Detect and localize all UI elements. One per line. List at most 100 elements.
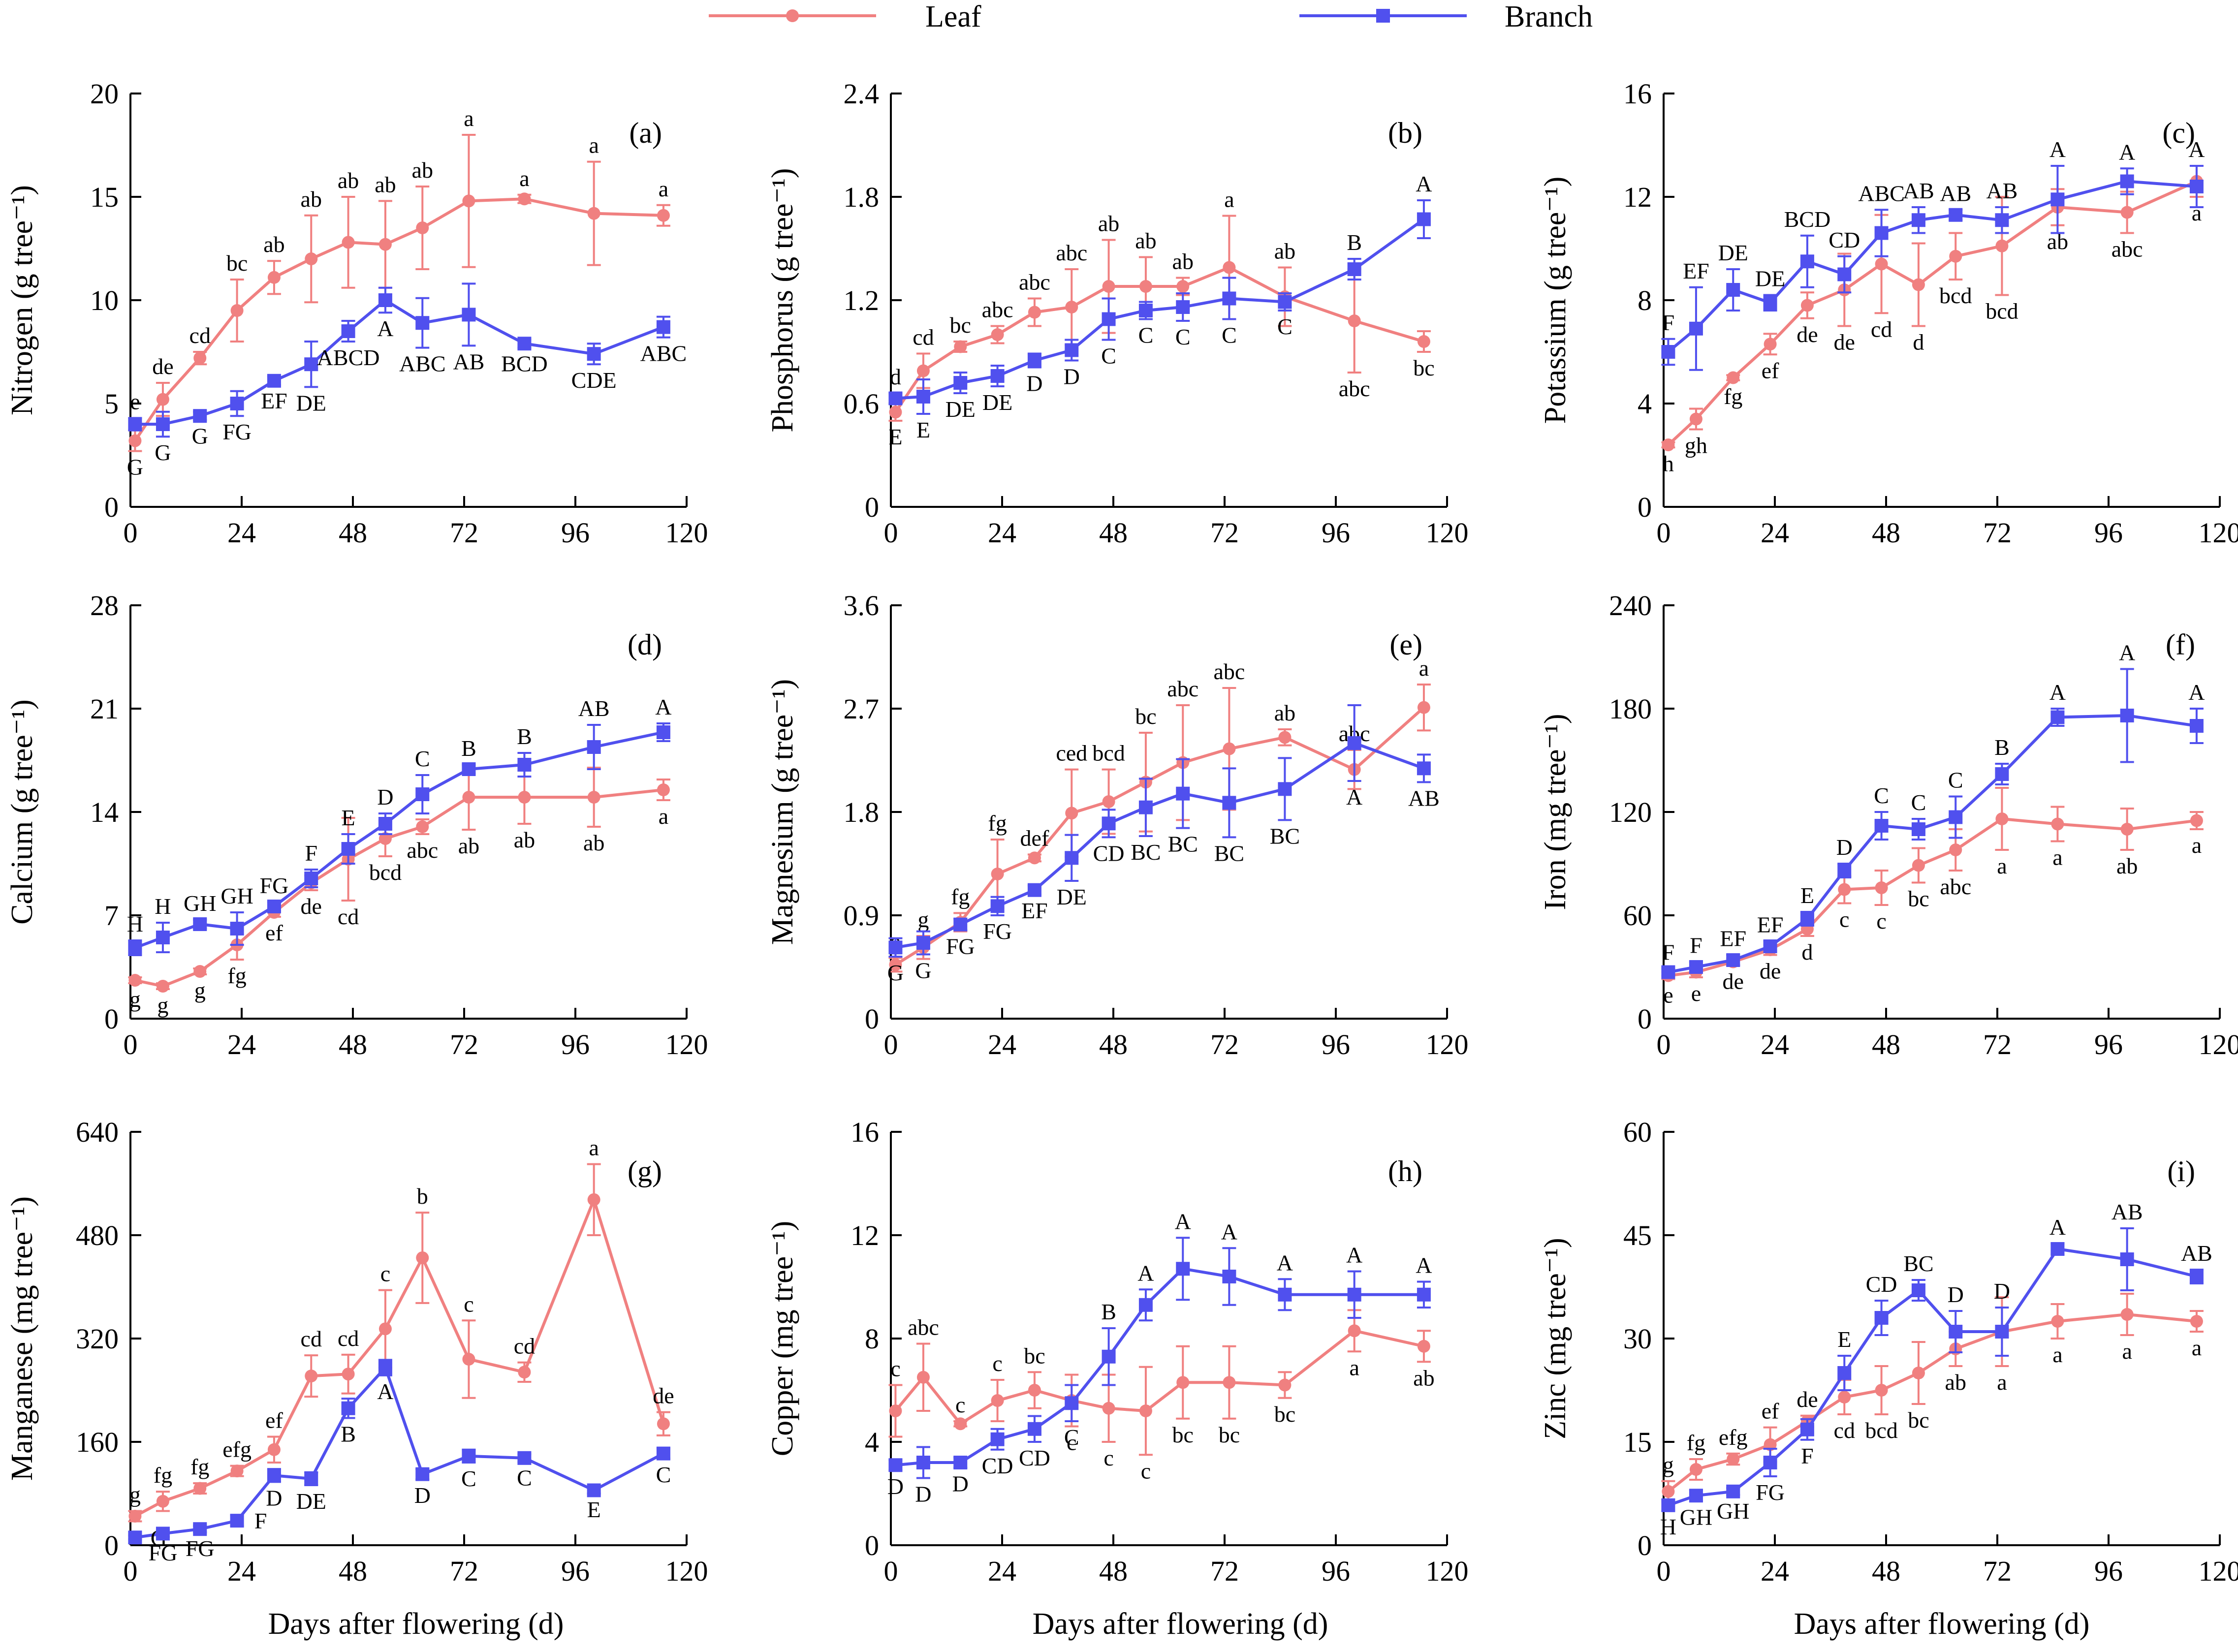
y-tick-label: 21 — [90, 693, 119, 725]
branch-point — [1995, 767, 2009, 781]
leaf-point — [1912, 859, 1925, 872]
y-tick-label: 0 — [865, 1003, 879, 1035]
legend: Leaf Branch — [709, 0, 1593, 33]
x-tick-label: 96 — [2094, 1555, 2123, 1587]
leaf-point — [416, 820, 429, 833]
leaf-point — [587, 791, 600, 804]
x-tick-label: 72 — [1210, 1555, 1239, 1587]
x-tick-label: 72 — [1210, 1029, 1239, 1060]
branch-letter: BC — [1903, 1251, 1933, 1276]
leaf-point — [305, 252, 318, 265]
branch-point — [230, 1514, 244, 1528]
leaf-point — [1417, 1340, 1430, 1353]
leaf-point — [305, 1370, 318, 1383]
leaf-letter: abc — [982, 297, 1013, 322]
branch-point — [1347, 1287, 1361, 1302]
y-tick-label: 160 — [76, 1426, 119, 1458]
branch-letter: d — [890, 364, 901, 389]
y-axis-title: Magnesium (g tree⁻¹) — [766, 679, 799, 945]
branch-letter: A — [1175, 1209, 1191, 1234]
branch-letter: DE — [1057, 884, 1087, 909]
branch-letter: D — [1026, 371, 1042, 396]
branch-letter: A — [1277, 1250, 1293, 1275]
branch-line — [1668, 714, 2197, 974]
branch-letter: DE — [1755, 266, 1785, 291]
branch-letter: F — [254, 1508, 267, 1533]
x-tick-label: 48 — [1872, 1029, 1900, 1060]
branch-point — [1278, 782, 1292, 796]
branch-letter: CD — [982, 1453, 1013, 1478]
branch-letter: A — [1416, 171, 1432, 196]
leaf-point — [378, 238, 392, 251]
leaf-letter: a — [519, 166, 529, 191]
y-tick-label: 4 — [865, 1426, 879, 1458]
leaf-letter: d — [1913, 330, 1924, 355]
branch-point — [1763, 939, 1777, 953]
leaf-letter: bc — [1274, 1402, 1295, 1427]
branch-letter: D — [915, 1482, 931, 1507]
leaf-point — [2190, 814, 2203, 827]
branch-letter: C — [1138, 323, 1154, 348]
branch-letter: E — [587, 1497, 601, 1522]
y-tick-label: 15 — [1623, 1426, 1652, 1458]
branch-letter: ABCD — [317, 345, 380, 370]
leaf-point — [1689, 1463, 1702, 1476]
leaf-point — [954, 1417, 967, 1431]
branch-letter: C — [1064, 1425, 1079, 1450]
leaf-letter: de — [1797, 1387, 1818, 1412]
branch-point — [1689, 321, 1703, 336]
leaf-letter: de — [152, 354, 173, 379]
branch-letter: C — [517, 1465, 532, 1491]
branch-letter: DE — [946, 397, 976, 422]
panel-a: 0 24 48 72 96 120 0 5 10 15 20 Nitrogen (g tree⁻¹) (… — [5, 78, 708, 549]
x-tick-label: 48 — [339, 1555, 367, 1587]
leaf-point — [1949, 843, 1962, 856]
y-tick-label: 60 — [1623, 1116, 1652, 1148]
leaf-letter: efg — [222, 1437, 252, 1462]
leaf-point — [1139, 280, 1152, 293]
y-tick-label: 15 — [90, 181, 119, 213]
y-tick-label: 2.7 — [844, 693, 880, 725]
x-tick-label: 48 — [339, 1029, 367, 1060]
legend-leaf-label: Leaf — [925, 0, 981, 33]
leaf-letter: ef — [265, 920, 283, 945]
leaf-letter: G — [127, 455, 143, 480]
branch-point — [1949, 1325, 1963, 1339]
leaf-point — [954, 340, 967, 353]
branch-letter: D — [414, 1483, 431, 1508]
leaf-line — [894, 706, 1425, 966]
leaf-line — [133, 197, 664, 442]
leaf-point — [128, 1509, 142, 1523]
leaf-letter: c — [890, 1356, 900, 1381]
leaf-letter: de — [1834, 330, 1855, 355]
leaf-letter: ab — [458, 833, 479, 858]
leaf-letter: c — [1067, 1430, 1076, 1455]
x-tick-label: 120 — [1426, 1555, 1469, 1587]
branch-letter: BCD — [1784, 207, 1831, 232]
leaf-point — [2190, 1315, 2203, 1328]
x-tick-label: 48 — [1872, 517, 1900, 549]
leaf-letter: ef — [1762, 1399, 1779, 1424]
branch-letter: G — [887, 960, 904, 985]
leaf-point — [1727, 371, 1740, 384]
legend-branch-label: Branch — [1505, 0, 1593, 33]
branch-letter: A — [2188, 680, 2205, 705]
branch-point — [953, 917, 968, 932]
leaf-letter: e — [1663, 983, 1673, 1008]
leaf-line — [134, 788, 664, 988]
branch-point — [1102, 816, 1116, 831]
leaf-point — [267, 271, 281, 284]
leaf-letter: g — [129, 987, 141, 1012]
branch-point — [230, 922, 244, 935]
branch-letter: C — [461, 1466, 476, 1491]
y-tick-label: 8 — [865, 1323, 879, 1355]
branch-letter: A — [655, 694, 671, 719]
leaf-letter: g — [194, 978, 206, 1003]
leaf-point — [1764, 338, 1777, 351]
branch-line — [135, 1365, 664, 1539]
y-tick-label: 12 — [851, 1219, 879, 1251]
y-tick-label: 4 — [1638, 388, 1652, 420]
x-tick-label: 48 — [339, 517, 367, 549]
